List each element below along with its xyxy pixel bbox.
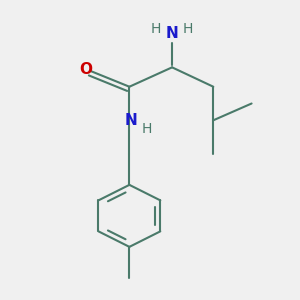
Text: N: N: [124, 113, 137, 128]
Text: H: H: [151, 22, 161, 36]
Text: O: O: [79, 62, 92, 77]
Text: H: H: [142, 122, 152, 136]
Text: H: H: [183, 22, 194, 36]
Text: N: N: [166, 26, 178, 41]
